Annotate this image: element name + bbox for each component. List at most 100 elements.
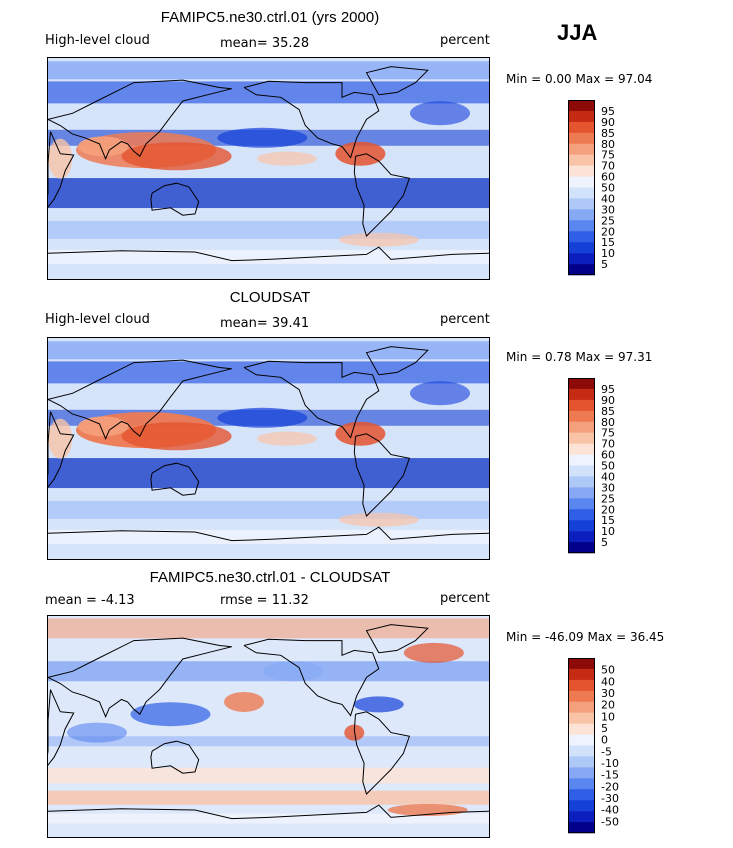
panel-1-colorbar-swatch xyxy=(568,253,595,265)
panel-1-colorbar-swatch xyxy=(568,231,595,243)
panel-2-colorbar-tick-label: 60 xyxy=(601,449,615,462)
panel-3-colorbar-tick-label: 20 xyxy=(601,699,615,712)
season-label: JJA xyxy=(557,20,598,45)
panel-1-coastline xyxy=(48,131,75,208)
panel-3-colorbar-outline xyxy=(568,658,595,833)
panel-3-map xyxy=(47,615,490,838)
panel-1-colorbar-outline xyxy=(568,100,595,275)
panel-2-coastline xyxy=(48,411,75,488)
panel-1-field-blob xyxy=(217,127,308,148)
panel-3-field-blob xyxy=(353,696,404,713)
panel-3-colorbar-swatch xyxy=(568,778,595,790)
panel-3-colorbar-swatch xyxy=(568,756,595,768)
panel-1-colorbar-tick-label: 20 xyxy=(601,225,615,238)
panel-1-colorbar-tick-label: 10 xyxy=(601,247,615,260)
panel-1-colorbar-swatch xyxy=(568,154,595,166)
panel-1-field-band xyxy=(48,61,489,80)
panel-3-colorbar-tick-label: -5 xyxy=(601,745,612,758)
panel-1-field-blob xyxy=(256,151,317,166)
panel-3-colorbar-swatch xyxy=(568,745,595,757)
panel-2-coastline xyxy=(243,360,380,439)
panel-2-colorbar-swatch xyxy=(568,520,595,532)
panel-1-colorbar-tick-label: 60 xyxy=(601,171,615,184)
panel-1-colorbar-swatch xyxy=(568,143,595,155)
panel-2-coastline xyxy=(48,526,489,542)
panel-2-colorbar-swatch xyxy=(568,443,595,455)
panel-1-colorbar-swatch xyxy=(568,198,595,210)
panel-1-colorbar-swatch xyxy=(568,132,595,145)
panel-2-colorbar-swatch xyxy=(568,542,595,554)
panel-2-map-field xyxy=(48,338,489,559)
panel-2-minmax: Min = 0.78 Max = 97.31 xyxy=(506,350,653,364)
panel-2-field-blob xyxy=(410,381,470,406)
panel-1-field-band xyxy=(48,178,489,209)
panel-1-colorbar-swatch xyxy=(568,110,595,123)
panel-1-map xyxy=(47,57,490,280)
panel-2-title: CLOUDSAT xyxy=(229,289,311,306)
panel-2-colorbar-tick-label: 20 xyxy=(601,503,615,516)
panel-2-map xyxy=(47,337,490,560)
panel-3-colorbar-swatch xyxy=(568,800,595,812)
panel-1-colorbar: 95 90 85 80 75 70 60 50 40 30 25 20 15 10 5 xyxy=(568,100,648,281)
panel-2-field-blob xyxy=(78,416,129,437)
panel-2-colorbar-tick-label: 75 xyxy=(601,427,615,440)
panel-1-field-blob xyxy=(48,138,73,179)
panel-1-colorbar-tick-label: 50 xyxy=(601,182,615,195)
panel-3-rmse-label: rmse = 11.32 xyxy=(220,593,309,608)
panel-3-colorbar-swatch xyxy=(568,789,595,801)
panel-3-colorbar-swatch xyxy=(568,822,595,834)
panel-3-coastline xyxy=(48,804,489,820)
panel-1-colorbar-tick-label: 75 xyxy=(601,149,615,162)
panel-2-field-band xyxy=(48,341,489,360)
panel-1-map-field xyxy=(48,58,489,279)
panel-2-field-blob xyxy=(121,422,232,451)
panel-3-field-blob xyxy=(224,691,264,712)
panel-3-colorbar-swatch xyxy=(568,712,595,724)
panel-3-colorbar-tick-label: 40 xyxy=(601,675,615,688)
panel-3-colorbar-tick-label: 50 xyxy=(601,664,615,677)
panel-1-colorbar-tick-label: 40 xyxy=(601,192,615,205)
panel-2-colorbar-swatch xyxy=(568,421,595,433)
panel-1-units-label: percent xyxy=(440,33,490,48)
panel-2-colorbar-tick-label: 10 xyxy=(601,525,615,538)
panel-2-field-band xyxy=(48,458,489,489)
panel-3-colorbar-swatch xyxy=(568,767,595,779)
panel-1-minmax: Min = 0.00 Max = 97.04 xyxy=(506,72,653,86)
panel-1-colorbar-swatch xyxy=(568,100,595,112)
panel-2-colorbar-swatch xyxy=(568,509,595,521)
panel-3-colorbar: 50 40 30 20 10 5 0 -5 -10 -15 -20 -30 -40 -50 xyxy=(568,658,648,839)
panel-2-colorbar-tick-label: 50 xyxy=(601,460,615,473)
panel-2-colorbar-tick-label: 95 xyxy=(601,383,615,396)
panel-1-colorbar-swatch xyxy=(568,220,595,232)
panel-2-units-label: percent xyxy=(440,312,490,327)
panel-2-colorbar-tick-label: 85 xyxy=(601,405,615,418)
panel-3-colorbar-swatch xyxy=(568,658,595,670)
panel-2-field-blob xyxy=(217,407,308,428)
panel-3-colorbar-swatch xyxy=(568,811,595,823)
panel-2-colorbar-tick-label: 5 xyxy=(601,536,608,549)
panel-3-field-band xyxy=(48,736,489,747)
panel-1-field-blob xyxy=(335,141,386,166)
panel-3-coastline xyxy=(150,740,200,774)
panel-1-colorbar-swatch xyxy=(568,187,595,199)
panel-3-units-label: percent xyxy=(440,591,490,606)
panel-2-coastline xyxy=(365,346,429,376)
panel-2-colorbar-swatch xyxy=(568,476,595,488)
panel-3-coastline xyxy=(243,638,380,717)
panel-1-field-blob xyxy=(121,142,232,171)
panel-1-mean-label: mean= 35.28 xyxy=(220,36,310,51)
panel-3-colorbar-tick-label: -50 xyxy=(601,815,619,828)
panel-2-field-blob xyxy=(256,431,317,446)
panel-3-colorbar-swatch xyxy=(568,723,595,735)
panel-3-field-blob xyxy=(67,722,127,743)
panel-3-colorbar-swatch xyxy=(568,690,595,703)
panel-2-colorbar-tick-label: 90 xyxy=(601,394,615,407)
panel-3-title: FAMIPC5.ne30.ctrl.01 - CLOUDSAT xyxy=(149,569,391,586)
panel-2-colorbar: 95 90 85 80 75 70 60 50 40 30 25 20 15 10 5 xyxy=(568,378,648,559)
panel-2-field-band xyxy=(48,529,489,544)
panel-3-colorbar-tick-label: 30 xyxy=(601,687,615,700)
panel-1-colorbar-swatch xyxy=(568,165,595,177)
